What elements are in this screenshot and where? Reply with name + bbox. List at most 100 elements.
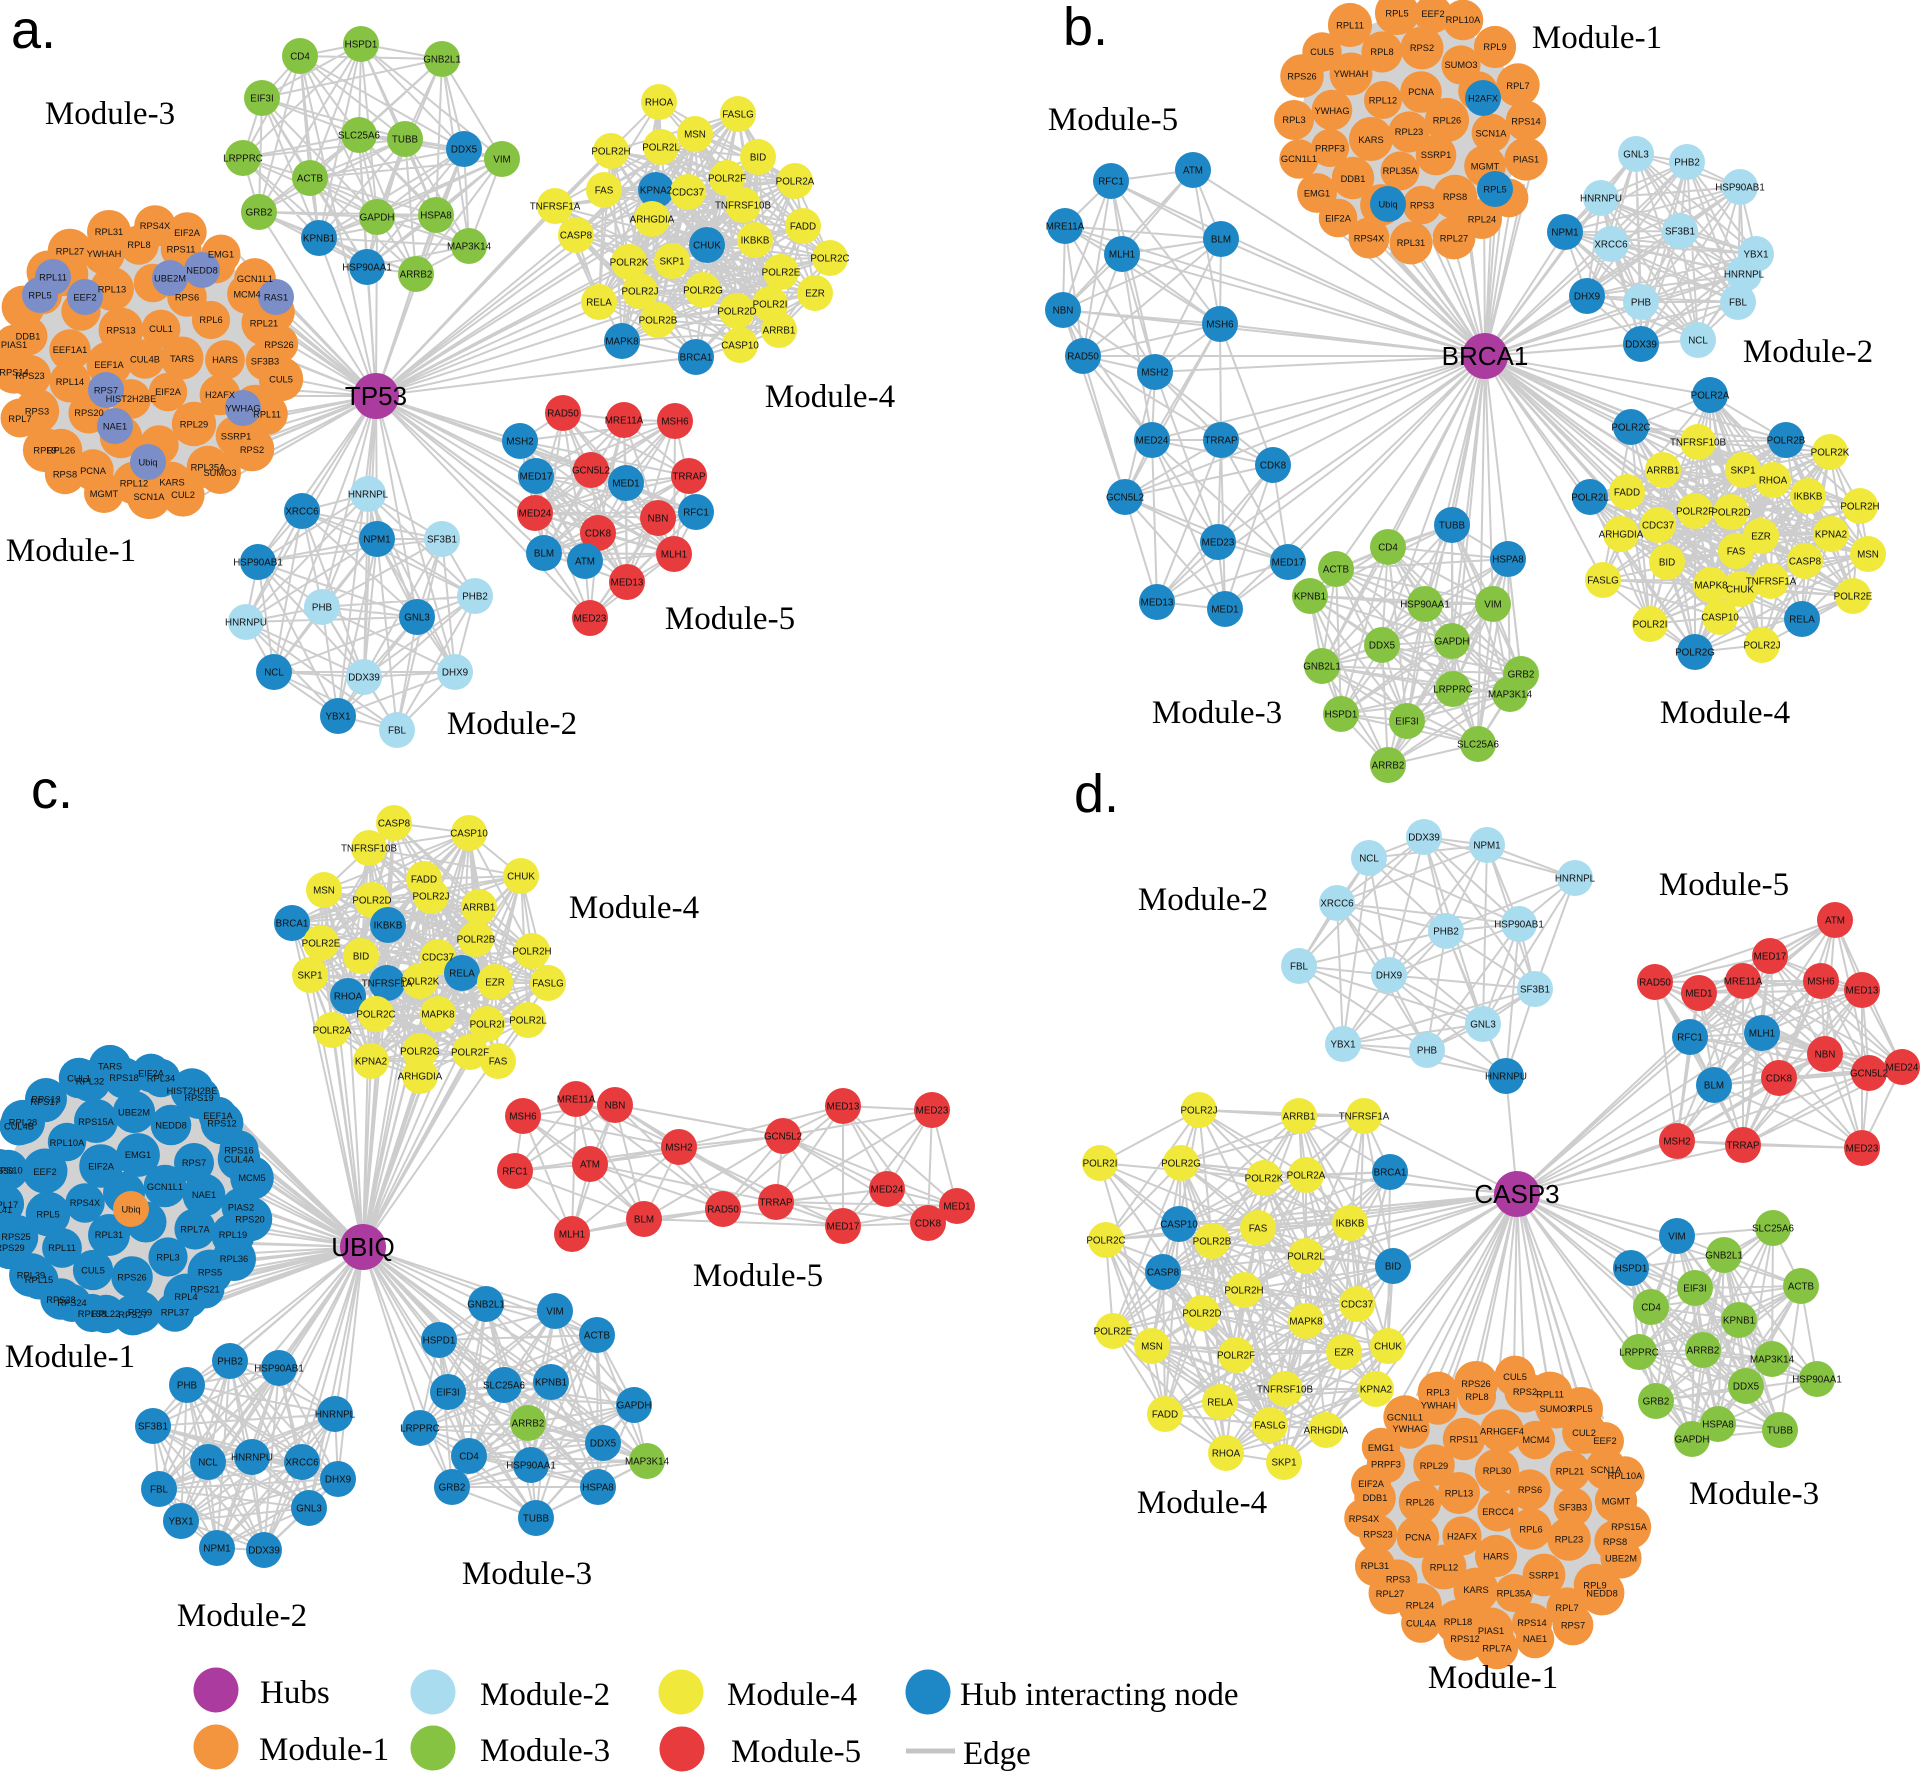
svg-text:SF3B1: SF3B1 bbox=[1520, 985, 1550, 996]
svg-text:POLR2L: POLR2L bbox=[1287, 1252, 1325, 1263]
svg-text:MED23: MED23 bbox=[1846, 1144, 1879, 1155]
svg-text:GAPDH: GAPDH bbox=[617, 1401, 652, 1412]
svg-text:POLR2F: POLR2F bbox=[451, 1048, 489, 1059]
svg-text:POLR2F: POLR2F bbox=[1217, 1351, 1255, 1362]
svg-text:NBN: NBN bbox=[1815, 1050, 1836, 1061]
svg-text:BLM: BLM bbox=[534, 549, 554, 560]
svg-text:RPL11: RPL11 bbox=[253, 409, 281, 419]
svg-text:CASP8: CASP8 bbox=[378, 819, 411, 830]
svg-text:PHB2: PHB2 bbox=[1674, 158, 1700, 169]
svg-text:GRB2: GRB2 bbox=[1643, 1397, 1670, 1408]
svg-text:RFC1: RFC1 bbox=[502, 1167, 528, 1178]
svg-text:KPNA2: KPNA2 bbox=[640, 186, 672, 197]
svg-text:CDC37: CDC37 bbox=[672, 188, 704, 199]
svg-text:DDX5: DDX5 bbox=[451, 145, 478, 156]
svg-text:RAD50: RAD50 bbox=[547, 409, 579, 420]
svg-text:POLR2C: POLR2C bbox=[810, 254, 849, 265]
svg-text:POLR2F: POLR2F bbox=[708, 174, 746, 185]
svg-text:HNRNPL: HNRNPL bbox=[348, 490, 389, 501]
svg-text:RPL7A: RPL7A bbox=[1482, 1644, 1512, 1654]
svg-text:TUBB: TUBB bbox=[392, 135, 419, 146]
svg-text:Module-3: Module-3 bbox=[480, 1733, 610, 1769]
svg-text:RPS6: RPS6 bbox=[175, 293, 199, 303]
svg-text:MED17: MED17 bbox=[1272, 558, 1305, 569]
svg-text:RPL9: RPL9 bbox=[1583, 1581, 1606, 1591]
svg-text:RPL31: RPL31 bbox=[1361, 1561, 1389, 1571]
svg-text:POLR2A: POLR2A bbox=[776, 177, 815, 188]
svg-text:RHOA: RHOA bbox=[1759, 476, 1788, 487]
svg-text:RPL30: RPL30 bbox=[1483, 1466, 1511, 1476]
svg-text:RPL39: RPL39 bbox=[17, 1271, 45, 1281]
svg-text:MGMT: MGMT bbox=[1471, 162, 1500, 172]
svg-text:PRPF3: PRPF3 bbox=[1371, 1459, 1401, 1469]
svg-text:SF3B3: SF3B3 bbox=[1559, 1502, 1587, 1512]
svg-text:RPL5: RPL5 bbox=[36, 1210, 59, 1220]
svg-text:TNFRSF10B: TNFRSF10B bbox=[715, 201, 772, 212]
svg-text:POLR2F: POLR2F bbox=[1676, 507, 1714, 518]
svg-text:PHB2: PHB2 bbox=[1433, 927, 1459, 938]
svg-text:MSH2: MSH2 bbox=[1141, 368, 1168, 379]
svg-text:d.: d. bbox=[1074, 764, 1119, 824]
svg-text:TNFRSF1A: TNFRSF1A bbox=[1339, 1112, 1390, 1123]
svg-text:MCM4: MCM4 bbox=[233, 289, 260, 299]
svg-text:SKP1: SKP1 bbox=[1271, 1458, 1296, 1469]
svg-text:RPS8: RPS8 bbox=[1443, 192, 1467, 202]
svg-text:Module-2: Module-2 bbox=[480, 1677, 610, 1713]
svg-text:FADD: FADD bbox=[1152, 1410, 1178, 1421]
svg-text:TNFRSF1A: TNFRSF1A bbox=[530, 202, 581, 213]
svg-text:ARRB2: ARRB2 bbox=[1372, 761, 1405, 772]
svg-text:FASLG: FASLG bbox=[1587, 576, 1619, 587]
svg-text:BLM: BLM bbox=[634, 1215, 654, 1226]
svg-text:Module-2: Module-2 bbox=[1743, 334, 1873, 370]
svg-text:RPL15: RPL15 bbox=[25, 1275, 53, 1285]
svg-text:ERCC4: ERCC4 bbox=[1482, 1507, 1514, 1517]
svg-text:PRPF3: PRPF3 bbox=[1315, 144, 1345, 154]
svg-text:FAS: FAS bbox=[1727, 547, 1746, 558]
svg-text:NEDD8: NEDD8 bbox=[186, 265, 218, 275]
svg-text:EEF1A: EEF1A bbox=[203, 1111, 233, 1121]
svg-text:HSP90AB1: HSP90AB1 bbox=[1715, 183, 1765, 194]
svg-text:GCN1L1: GCN1L1 bbox=[237, 274, 273, 284]
svg-text:RPS23: RPS23 bbox=[15, 371, 44, 381]
svg-text:ARRB1: ARRB1 bbox=[1283, 1112, 1316, 1123]
svg-text:CHUK: CHUK bbox=[507, 872, 535, 883]
svg-text:PCNA: PCNA bbox=[80, 466, 107, 476]
svg-text:YBX1: YBX1 bbox=[168, 1517, 193, 1528]
svg-text:RPS27: RPS27 bbox=[118, 1310, 147, 1320]
svg-text:RPL26: RPL26 bbox=[1433, 115, 1461, 125]
svg-text:RPL21: RPL21 bbox=[250, 318, 278, 328]
svg-text:YWHAG: YWHAG bbox=[1314, 106, 1349, 116]
svg-text:MCM5: MCM5 bbox=[238, 1173, 265, 1183]
svg-text:BID: BID bbox=[1385, 1262, 1401, 1273]
svg-text:TUBB: TUBB bbox=[523, 1514, 550, 1525]
svg-text:FADD: FADD bbox=[1614, 488, 1640, 499]
svg-text:HSP90AA1: HSP90AA1 bbox=[1400, 600, 1450, 611]
svg-text:RPS16: RPS16 bbox=[224, 1146, 253, 1156]
svg-text:LRPPRC: LRPPRC bbox=[223, 154, 263, 165]
svg-text:PCNA: PCNA bbox=[1408, 87, 1435, 97]
svg-text:POLR2D: POLR2D bbox=[1182, 1309, 1221, 1320]
svg-text:SCN1A: SCN1A bbox=[133, 492, 165, 502]
svg-text:RPS26: RPS26 bbox=[1287, 72, 1316, 82]
svg-text:PIAS1: PIAS1 bbox=[1478, 1626, 1504, 1636]
svg-text:RPL5: RPL5 bbox=[1483, 184, 1506, 194]
svg-text:POLR2A: POLR2A bbox=[1691, 391, 1730, 402]
svg-text:DHX9: DHX9 bbox=[442, 668, 468, 679]
svg-text:CASP10: CASP10 bbox=[1160, 1220, 1198, 1231]
svg-text:UBE2M: UBE2M bbox=[1605, 1554, 1637, 1564]
svg-text:POLR2D: POLR2D bbox=[717, 307, 756, 318]
svg-text:RPS2: RPS2 bbox=[240, 445, 264, 455]
svg-text:GAPDH: GAPDH bbox=[360, 213, 395, 224]
svg-text:PHB: PHB bbox=[312, 603, 333, 614]
svg-text:ARHGEF4: ARHGEF4 bbox=[1480, 1426, 1524, 1436]
svg-text:RPL13: RPL13 bbox=[98, 285, 126, 295]
svg-text:CUL4A: CUL4A bbox=[224, 1154, 255, 1164]
svg-text:EIF2A: EIF2A bbox=[1325, 214, 1352, 224]
svg-text:RPS7: RPS7 bbox=[1561, 1621, 1585, 1631]
svg-text:RPL22: RPL22 bbox=[92, 1309, 120, 1319]
svg-text:Hub interacting node: Hub interacting node bbox=[960, 1677, 1239, 1713]
svg-text:DHX9: DHX9 bbox=[1376, 971, 1402, 982]
svg-text:ARRB2: ARRB2 bbox=[512, 1419, 545, 1430]
svg-text:DDX39: DDX39 bbox=[1625, 340, 1657, 351]
svg-text:RPS5: RPS5 bbox=[198, 1268, 222, 1278]
